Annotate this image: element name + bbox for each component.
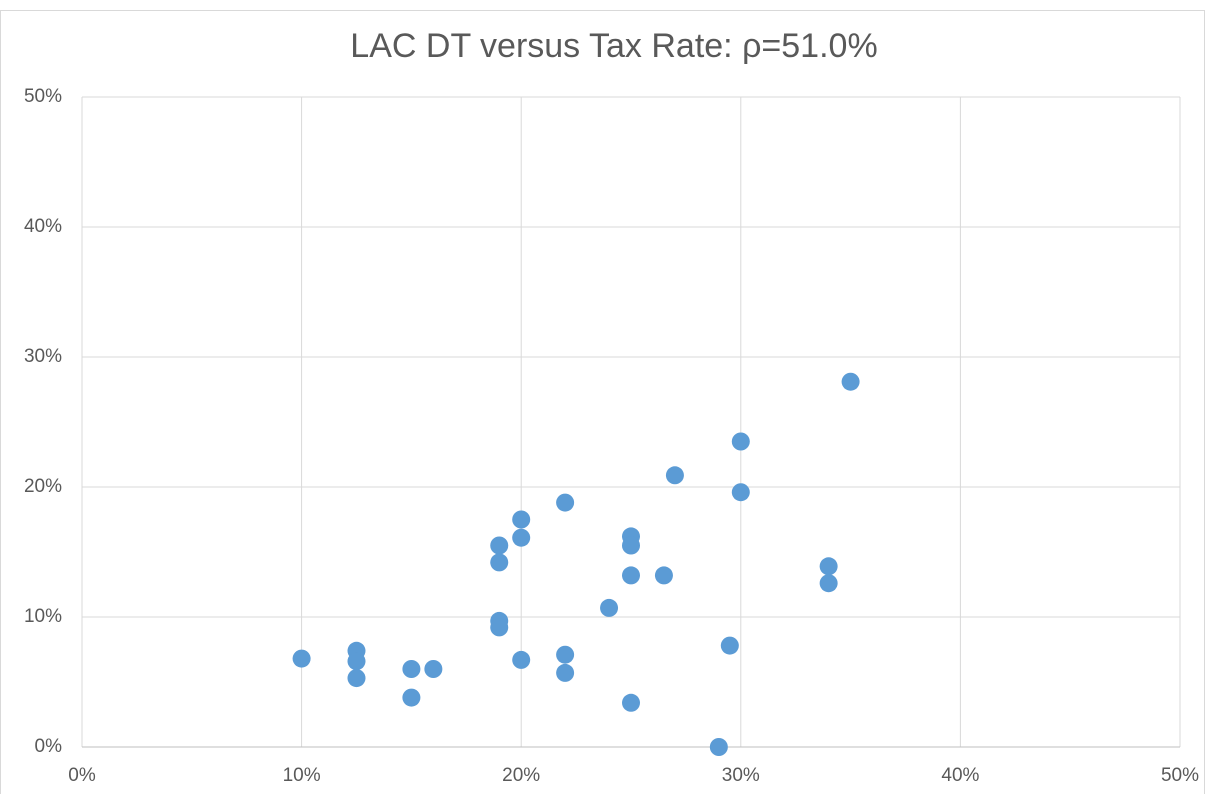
chart-title: LAC DT versus Tax Rate: ρ=51.0% <box>350 27 877 65</box>
point <box>490 553 509 572</box>
point <box>347 652 366 671</box>
point <box>819 574 838 593</box>
y-tick-label: 50% <box>24 86 62 107</box>
point <box>512 510 531 529</box>
point <box>731 432 750 451</box>
point <box>841 372 860 391</box>
point <box>490 536 509 555</box>
point <box>490 618 509 637</box>
point <box>600 598 619 617</box>
point <box>556 645 575 664</box>
point <box>720 636 739 655</box>
point <box>654 566 673 585</box>
y-tick-label: 30% <box>24 346 62 367</box>
point <box>512 528 531 547</box>
point <box>424 660 443 678</box>
point <box>709 738 728 756</box>
point <box>402 660 421 678</box>
point <box>292 649 311 668</box>
y-tick-label: 0% <box>35 736 63 757</box>
y-tick-label: 40% <box>24 216 62 237</box>
x-tick-label: 20% <box>502 765 540 786</box>
point <box>665 466 684 485</box>
chart-border <box>0 10 1205 794</box>
point <box>402 688 421 707</box>
point <box>622 693 640 712</box>
point <box>556 663 575 682</box>
point <box>622 536 640 555</box>
x-tick-label: 10% <box>283 765 321 786</box>
y-tick-label: 20% <box>24 476 62 497</box>
y-tick-label: 10% <box>24 606 62 627</box>
point <box>347 669 366 688</box>
point <box>556 493 575 512</box>
point <box>512 650 531 669</box>
x-tick-label: 40% <box>941 765 979 786</box>
point <box>819 557 838 576</box>
x-tick-label: 0% <box>68 765 96 786</box>
x-tick-label: 50% <box>1161 765 1199 786</box>
point <box>622 566 640 585</box>
point <box>731 483 750 502</box>
x-tick-label: 30% <box>722 765 760 786</box>
